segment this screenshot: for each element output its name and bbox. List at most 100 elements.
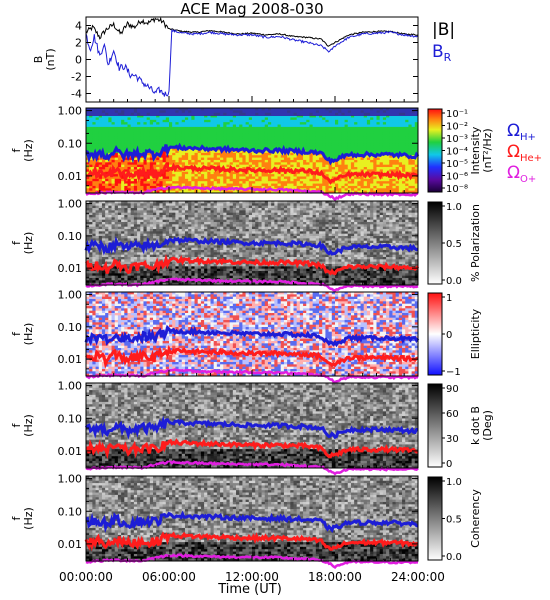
spectrogram-cell <box>315 157 320 161</box>
spectrogram-cell <box>95 162 100 166</box>
spectrogram-cell <box>89 247 93 251</box>
spectrogram-cell <box>210 169 215 173</box>
spectrogram-cell <box>184 201 189 204</box>
spectrogram-cell <box>172 229 176 232</box>
spectrogram-cell <box>95 217 100 221</box>
spectrogram-cell <box>283 176 288 180</box>
spectrogram-cell <box>114 212 119 216</box>
y-tick-label: -2 <box>71 71 82 84</box>
spectrogram-cell <box>398 155 403 158</box>
spectrogram-cell <box>184 181 189 184</box>
spectrogram-cell <box>252 122 256 125</box>
spectrogram-cell <box>178 174 183 177</box>
spectrogram-cell <box>220 141 224 144</box>
spectrogram-cell <box>357 122 361 125</box>
spectrogram-cell <box>133 247 138 251</box>
spectrogram-cell <box>133 236 138 239</box>
spectrogram-cell <box>370 138 374 142</box>
spectrogram-cell <box>354 131 358 135</box>
spectrogram-cell <box>341 138 345 142</box>
spectrogram-cell <box>344 169 349 173</box>
spectrogram-cell <box>386 181 390 184</box>
colorbar-tick-label: 10⁻⁸ <box>446 184 468 195</box>
spectrogram-cell <box>360 124 365 128</box>
spectrogram-cell <box>338 150 342 154</box>
spectrogram-cell <box>191 138 195 142</box>
spectrogram-cell <box>184 268 189 272</box>
spectrogram-cell <box>169 224 173 228</box>
spectrogram-cell <box>350 167 355 170</box>
spectrogram-cell <box>363 115 368 118</box>
spectrogram-cell <box>121 115 125 118</box>
spectrogram-cell <box>188 190 192 194</box>
spectrogram-cell <box>156 273 160 277</box>
spectrogram-cell <box>408 152 413 156</box>
spectrogram-cell <box>315 185 320 189</box>
spectrogram-cell <box>165 131 170 135</box>
spectrogram-cell <box>178 236 183 239</box>
spectrogram-cell <box>108 252 112 256</box>
spectrogram-cell <box>188 229 192 232</box>
spectrogram-cell <box>232 157 237 161</box>
spectrogram-cell <box>261 181 266 184</box>
spectrogram-cell <box>86 278 90 281</box>
spectrogram-cell <box>108 254 112 258</box>
spectrogram-cell <box>360 164 365 168</box>
spectrogram-cell <box>267 143 272 147</box>
spectrogram-cell <box>133 181 138 184</box>
spectrogram-cell <box>386 126 390 130</box>
spectrogram-cell <box>411 178 416 182</box>
spectrogram-cell <box>194 171 199 175</box>
spectrogram-cell <box>130 219 135 223</box>
spectrogram-cell <box>153 208 157 211</box>
spectrogram-cell <box>159 141 164 144</box>
spectrogram-cell <box>114 176 119 180</box>
spectrogram-cell <box>153 117 157 121</box>
spectrogram-cell <box>207 119 211 123</box>
spectrogram-cell <box>239 122 243 125</box>
spectrogram-cell <box>354 157 358 161</box>
spectrogram-cell <box>105 201 109 204</box>
spectrogram-cell <box>111 212 116 216</box>
spectrogram-cell <box>172 143 176 147</box>
spectrogram-cell <box>188 219 192 223</box>
spectrogram-cell <box>143 131 148 135</box>
spectrogram-cell <box>117 122 122 125</box>
spectrogram-cell <box>172 210 176 214</box>
spectrogram-cell <box>328 171 333 175</box>
spectrogram-cell <box>283 157 288 161</box>
spectrogram-cell <box>338 185 342 189</box>
spectrogram-cell <box>207 143 211 147</box>
spectrogram-cell <box>414 131 419 135</box>
spectrogram-cell <box>328 145 333 149</box>
spectrogram-cell <box>130 259 135 263</box>
spectrogram-cell <box>191 159 195 163</box>
spectrogram-cell <box>280 159 285 163</box>
spectrogram-cell <box>328 164 333 168</box>
spectrogram-cell <box>133 222 138 225</box>
spectrogram-cell <box>229 150 234 154</box>
spectrogram-cell <box>133 124 138 128</box>
spectrogram-cell <box>283 115 288 118</box>
spectrogram-cell <box>194 155 199 158</box>
spectrogram-cell <box>165 183 170 187</box>
spectrogram-cell <box>194 124 199 128</box>
spectrogram-cell <box>392 148 397 151</box>
spectrogram-cell <box>175 273 179 277</box>
spectrogram-cell <box>137 254 141 258</box>
spectrogram-cell <box>200 176 205 180</box>
spectrogram-cell <box>242 136 247 140</box>
spectrogram-cell <box>169 190 173 194</box>
spectrogram-cell <box>411 162 416 166</box>
spectrogram-cell <box>309 141 314 144</box>
spectrogram-cell <box>328 131 333 135</box>
spectrogram-cell <box>184 159 189 163</box>
spectrogram-cell <box>398 122 403 125</box>
spectrogram-cell <box>331 145 336 149</box>
spectrogram-cell <box>207 145 211 149</box>
spectrogram-cell <box>204 117 208 121</box>
spectrogram-cell <box>258 122 262 125</box>
spectrogram-cell <box>373 150 377 154</box>
spectrogram-cell <box>108 226 112 230</box>
spectrogram-cell <box>140 271 144 274</box>
